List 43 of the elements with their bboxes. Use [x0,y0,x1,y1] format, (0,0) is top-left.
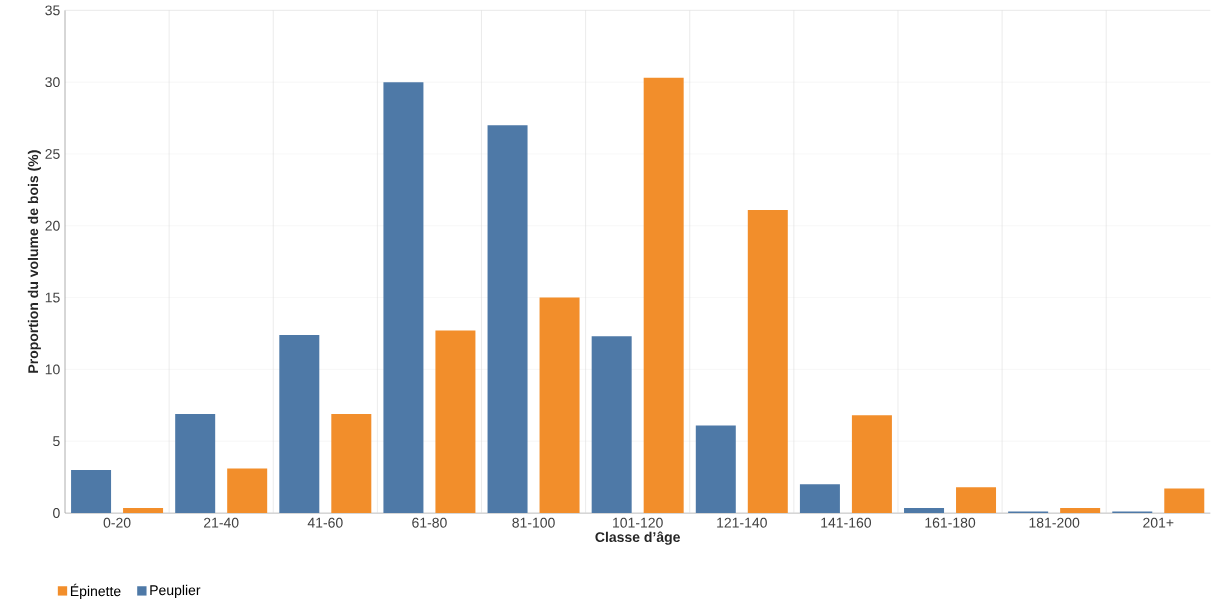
bar [747,209,788,513]
x-tick-label: 141-160 [821,517,872,528]
x-tick-label: 21-40 [204,517,239,528]
bar [956,486,997,513]
bar [71,469,112,513]
bar [123,507,164,513]
bar [487,125,528,513]
y-tick-label: 10 [45,364,60,375]
y-axis-title: Proportion du volume de bois (%) [27,150,41,373]
bar [331,413,372,513]
bar [1164,488,1205,513]
bar [383,81,424,513]
x-tick-label: 61-80 [412,517,447,528]
y-tick-label: 35 [45,5,60,16]
y-tick-label: 30 [45,77,60,87]
x-tick-label: 101-120 [613,517,663,528]
x-tick-label: 121-140 [717,517,767,528]
y-tick-label: 25 [45,148,60,159]
y-tick-label: 0 [53,507,60,518]
x-tick-label: 201+ [1143,517,1174,528]
y-tick-label: 20 [45,220,60,231]
bar [435,330,476,513]
bar [175,413,216,513]
bar [539,297,580,513]
bar [279,334,320,513]
bar [851,415,892,513]
x-tick-label: 0-20 [103,517,131,528]
y-tick-label: 5 [53,436,60,446]
x-tick-label: 161-180 [925,517,976,528]
bar [904,507,945,513]
x-tick-label: 181-200 [1029,517,1080,528]
y-tick-label: 15 [45,292,60,303]
x-axis-title: Classe d’âge [595,531,680,545]
bar [643,77,684,513]
bar [591,336,632,513]
x-tick-label: 41-60 [307,517,343,528]
legend-label: Peuplier [150,584,201,598]
x-tick-label: 81-100 [512,517,555,528]
bar [799,484,840,513]
legend-label: Épinette [70,583,121,599]
bar [1060,507,1101,513]
bar [227,468,268,513]
bar [695,425,736,513]
